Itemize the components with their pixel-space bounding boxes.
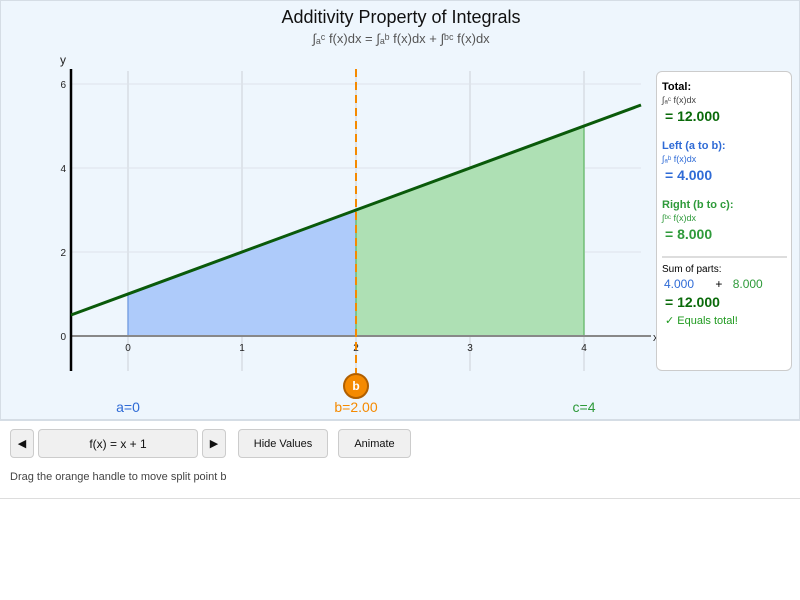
subtitle-formula: ∫ₐᶜ f(x)dx = ∫ₐᵇ f(x)dx + ∫ᵇᶜ f(x)dx xyxy=(312,31,490,46)
sum-left: 4.000 xyxy=(664,277,695,291)
hide-values-button[interactable]: Hide Values xyxy=(238,429,328,458)
sum-label: Sum of parts: xyxy=(662,264,722,275)
controls-bar: ◀ f(x) = x + 1 ▶ Hide Values Animate Dra… xyxy=(0,421,800,499)
right-expr: ∫ᵇᶜ f(x)dx xyxy=(662,213,697,223)
function-selector[interactable]: f(x) = x + 1 xyxy=(38,429,198,458)
page-title: Additivity Property of Integrals xyxy=(281,7,521,27)
equals-check: ✓ Equals total! xyxy=(665,315,738,327)
function-curve xyxy=(70,103,642,317)
x-tick-label: 3 xyxy=(467,343,473,354)
animate-button[interactable]: Animate xyxy=(338,429,411,458)
y-tick-label: 2 xyxy=(60,248,66,259)
total-value: = 12.000 xyxy=(665,108,720,124)
y-tick-label: 0 xyxy=(60,332,66,343)
left-expr: ∫ₐᵇ f(x)dx xyxy=(662,154,697,164)
plus-sign: + xyxy=(715,277,723,291)
next-function-button[interactable]: ▶ xyxy=(202,429,226,458)
prev-function-button[interactable]: ◀ xyxy=(10,429,34,458)
x-tick-label: 0 xyxy=(125,343,131,354)
integral-plot: 012340246xy xyxy=(60,53,659,373)
total-label: Total: xyxy=(662,81,692,93)
sum-value: = 12.000 xyxy=(665,294,720,310)
a-label: a=0 xyxy=(116,399,140,415)
values-panel: Total: ∫ₐᶜ f(x)dx = 12.000 Left (a to b)… xyxy=(656,71,792,371)
b-label: b=2.00 xyxy=(334,399,378,415)
y-tick-label: 6 xyxy=(60,80,66,91)
right-value: = 8.000 xyxy=(665,226,713,242)
x-tick-label: 1 xyxy=(239,343,245,354)
x-tick-label: 4 xyxy=(581,343,587,354)
right-label: Right (b to c): xyxy=(662,199,734,211)
sum-right: 8.000 xyxy=(732,277,763,291)
y-tick-label: 4 xyxy=(60,164,66,175)
c-label: c=4 xyxy=(572,399,596,415)
hint-text: Drag the orange handle to move split poi… xyxy=(10,471,227,483)
left-label: Left (a to b): xyxy=(662,140,726,152)
divider xyxy=(662,256,787,258)
left-value: = 4.000 xyxy=(665,167,713,183)
split-handle[interactable]: b xyxy=(343,373,369,399)
y-axis-label: y xyxy=(60,53,66,67)
graph-area: Additivity Property of Integrals ∫ₐᶜ f(x… xyxy=(0,0,800,421)
total-expr: ∫ₐᶜ f(x)dx xyxy=(662,95,697,105)
